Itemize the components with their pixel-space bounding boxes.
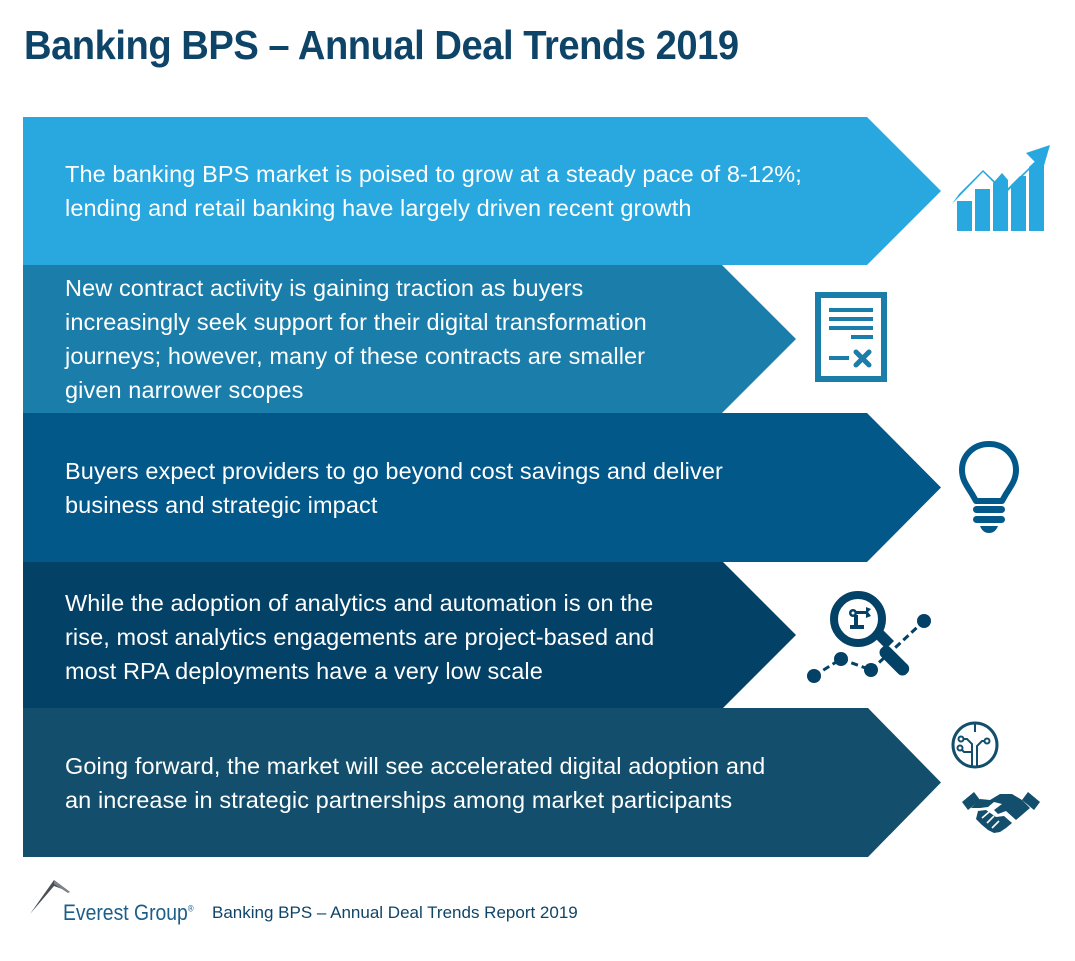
trend-band-3: Buyers expect providers to go beyond cos… [23, 413, 941, 562]
registered-mark: ® [187, 903, 194, 914]
analytics-robot-magnifier-icon [807, 591, 931, 683]
trend-band-4: While the adoption of analytics and auto… [23, 562, 796, 708]
page-title: Banking BPS – Annual Deal Trends 2019 [24, 22, 739, 68]
arrow-band-shape [23, 413, 941, 562]
everest-group-brand: Everest Group® [63, 900, 194, 925]
trend-band-2: New contract activity is gaining tractio… [23, 265, 796, 413]
arrow-band-shape [23, 265, 796, 413]
band-5-text: Going forward, the market will see accel… [65, 753, 766, 813]
arrow-band-shape [23, 708, 941, 857]
arrow-band-shape [23, 562, 796, 708]
band-3-text: Buyers expect providers to go beyond cos… [65, 458, 723, 518]
band-4-text: While the adoption of analytics and auto… [65, 590, 655, 684]
band-1-text: The banking BPS market is poised to grow… [65, 161, 802, 221]
growth-chart-icon [952, 145, 1050, 231]
trend-band-5: Going forward, the market will see accel… [23, 708, 941, 857]
lightbulb-icon [959, 441, 1019, 533]
contract-document-icon [815, 292, 887, 382]
arrow-band-shape [23, 117, 941, 265]
report-title: Banking BPS – Annual Deal Trends Report … [212, 903, 578, 922]
band-2-text: New contract activity is gaining tractio… [65, 275, 647, 403]
trend-band-1: The banking BPS market is poised to grow… [23, 117, 941, 265]
everest-mountain-logo-icon [30, 880, 70, 914]
digital-circuit-icon [951, 721, 999, 769]
footer: Everest Group® Banking BPS – Annual Deal… [30, 878, 730, 938]
handshake-icon [962, 792, 1040, 833]
